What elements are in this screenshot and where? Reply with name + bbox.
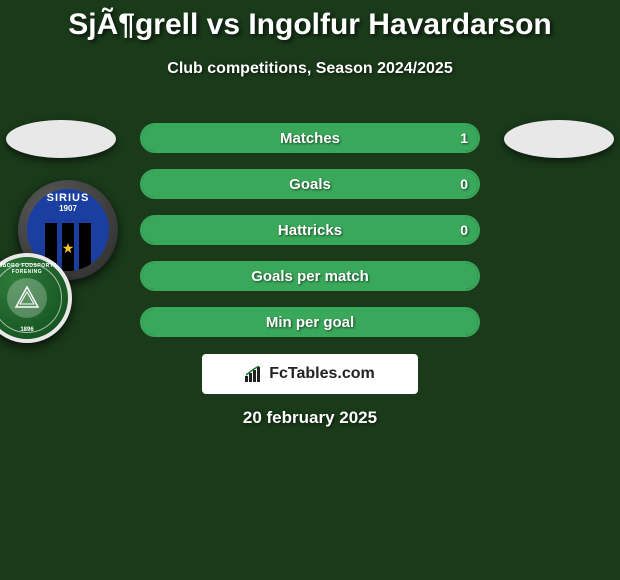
- stat-label: Matches: [142, 125, 478, 151]
- player-photo-left: [6, 120, 116, 158]
- stat-row: Goals 0: [140, 169, 480, 199]
- date-label: 20 february 2025: [0, 408, 620, 428]
- stat-row: Goals per match: [140, 261, 480, 291]
- stat-row: Matches 1: [140, 123, 480, 153]
- stat-value-right: [458, 309, 478, 335]
- player-photo-right: [504, 120, 614, 158]
- stat-row: Hattricks 0: [140, 215, 480, 245]
- badge-left-year: 1907: [59, 204, 77, 213]
- star-icon: ★: [62, 240, 75, 257]
- page-title: SjÃ¶grell vs Ingolfur Havardarson: [0, 0, 620, 42]
- stat-row: Min per goal: [140, 307, 480, 337]
- stat-value-right: 1: [450, 125, 478, 151]
- badge-right-name: VIBORG FODSPORTS FORENING: [0, 263, 68, 275]
- stat-value-right: 0: [450, 217, 478, 243]
- subtitle: Club competitions, Season 2024/2025: [0, 60, 620, 78]
- stat-label: Goals: [142, 171, 478, 197]
- fctables-logo: FcTables.com: [202, 354, 418, 394]
- stat-label: Min per goal: [142, 309, 478, 335]
- club-badge-right: VIBORG FODSPORTS FORENING 1896: [0, 253, 72, 343]
- logo-text: FcTables.com: [269, 365, 375, 383]
- stat-label: Hattricks: [142, 217, 478, 243]
- stat-value-right: 0: [450, 171, 478, 197]
- badge-left-name: SIRIUS: [47, 192, 90, 204]
- stat-value-right: [458, 263, 478, 289]
- stats-container: Matches 1 Goals 0 Hattricks 0 Goals per …: [140, 123, 480, 353]
- stat-label: Goals per match: [142, 263, 478, 289]
- chart-icon: [245, 366, 265, 382]
- badge-right-year: 1896: [0, 327, 68, 333]
